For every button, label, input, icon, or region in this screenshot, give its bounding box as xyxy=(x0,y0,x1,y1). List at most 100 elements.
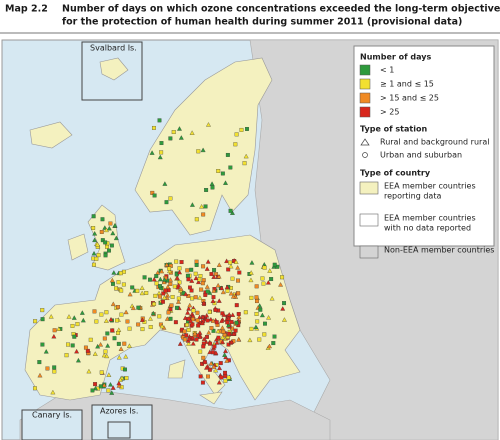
station xyxy=(177,269,183,275)
station xyxy=(159,268,165,274)
station xyxy=(150,310,156,316)
station xyxy=(230,294,236,299)
station xyxy=(220,325,225,330)
station xyxy=(213,367,219,373)
station xyxy=(168,307,173,312)
legend-swatch xyxy=(359,181,379,195)
station xyxy=(228,260,233,265)
station xyxy=(226,315,232,321)
legend-label: > 15 and ≤ 25 xyxy=(380,94,439,103)
station xyxy=(66,342,71,347)
legend-label: reporting data xyxy=(384,192,441,201)
station xyxy=(43,349,49,354)
station xyxy=(245,127,249,131)
station xyxy=(169,303,174,308)
station xyxy=(157,154,163,160)
station xyxy=(202,360,207,365)
station xyxy=(92,309,97,314)
station xyxy=(178,135,184,140)
station xyxy=(280,275,285,280)
station xyxy=(248,270,254,275)
station xyxy=(206,330,212,335)
station xyxy=(174,275,180,281)
station xyxy=(103,240,108,245)
station xyxy=(151,125,156,130)
station xyxy=(40,342,45,347)
station xyxy=(64,353,69,358)
station xyxy=(262,332,267,337)
station xyxy=(269,295,275,301)
legend-label: > 25 xyxy=(380,108,399,117)
station xyxy=(56,326,62,331)
station xyxy=(195,310,200,315)
station xyxy=(225,289,230,293)
station xyxy=(71,315,77,320)
station xyxy=(185,268,190,273)
station xyxy=(72,334,77,339)
station xyxy=(170,294,175,299)
station xyxy=(140,327,145,332)
station xyxy=(191,308,196,313)
station xyxy=(230,326,235,331)
station xyxy=(211,364,217,369)
station xyxy=(186,336,192,341)
station xyxy=(112,336,117,341)
station xyxy=(239,127,244,132)
station xyxy=(226,312,232,317)
inset-label: Azores Is. xyxy=(100,407,138,416)
station xyxy=(194,217,199,222)
station xyxy=(219,318,225,323)
station xyxy=(201,212,206,217)
station xyxy=(192,330,198,336)
station xyxy=(144,291,149,295)
station xyxy=(124,376,129,381)
station xyxy=(91,250,97,256)
station xyxy=(186,277,191,282)
station xyxy=(237,270,242,275)
station xyxy=(45,366,50,371)
station xyxy=(217,365,222,371)
legend-label: EEA member countries xyxy=(384,214,476,223)
station xyxy=(214,272,219,277)
station xyxy=(182,337,187,342)
legend-swatch xyxy=(359,92,371,104)
station xyxy=(248,277,254,283)
station xyxy=(280,306,286,311)
station xyxy=(207,367,212,372)
station xyxy=(235,265,241,270)
station xyxy=(204,365,209,370)
station xyxy=(100,238,105,243)
station xyxy=(233,142,238,147)
station xyxy=(229,320,234,324)
station xyxy=(168,277,173,282)
station xyxy=(117,377,123,382)
station xyxy=(135,288,140,293)
station xyxy=(223,378,228,383)
station xyxy=(104,353,110,359)
station xyxy=(186,306,192,311)
station xyxy=(200,380,205,385)
station xyxy=(121,282,126,287)
station xyxy=(70,323,75,328)
station xyxy=(215,328,221,334)
station xyxy=(116,305,120,309)
station xyxy=(228,263,234,269)
station xyxy=(118,271,123,276)
station xyxy=(116,280,121,285)
station xyxy=(211,274,217,279)
station xyxy=(106,225,112,231)
station xyxy=(111,270,117,275)
station xyxy=(105,343,111,348)
station xyxy=(199,204,205,209)
station xyxy=(183,291,189,297)
station xyxy=(258,307,263,312)
station xyxy=(66,314,72,319)
station xyxy=(226,267,231,272)
inset-frame xyxy=(81,41,143,101)
station xyxy=(98,342,104,347)
station xyxy=(161,295,167,300)
station xyxy=(116,380,122,386)
legend-symbol xyxy=(362,152,368,158)
station xyxy=(196,149,201,154)
station xyxy=(93,382,98,387)
